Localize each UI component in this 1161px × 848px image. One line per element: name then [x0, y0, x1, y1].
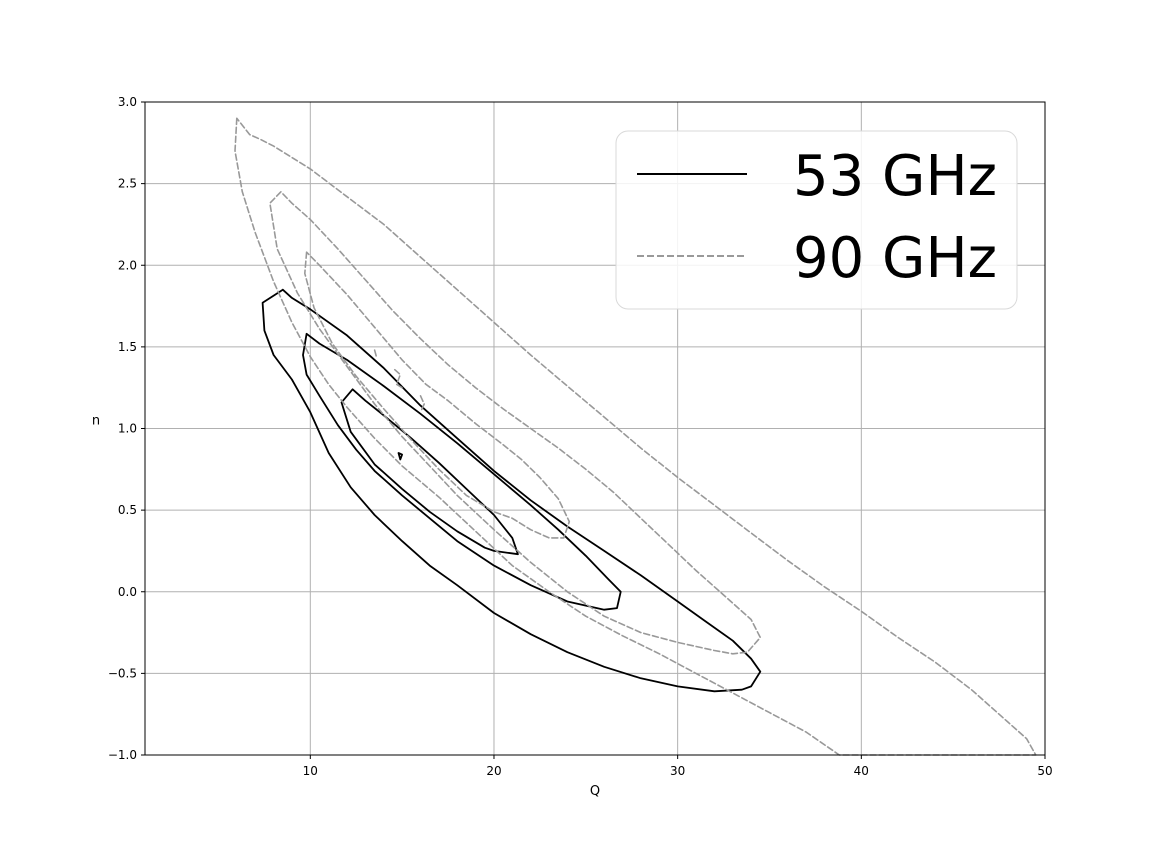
- legend-label-53ghz: 53 GHz: [793, 144, 997, 209]
- y-tick-label: 1.5: [118, 340, 137, 354]
- contour-53ghz-3: [397, 452, 403, 461]
- contour-53ghz-2: [340, 388, 519, 556]
- x-tick-label: 20: [486, 764, 501, 778]
- y-axis-label: n: [92, 414, 100, 429]
- x-tick-label: 50: [1037, 764, 1052, 778]
- legend-box: [615, 130, 1018, 310]
- y-tick-label: 0.0: [118, 585, 137, 599]
- x-tick-label: 30: [670, 764, 685, 778]
- contour-90ghz-0: [234, 117, 1037, 756]
- y-tick-label: 3.0: [118, 95, 137, 109]
- x-tick-label: 10: [303, 764, 318, 778]
- axis-ticks: 10 20 30 40 50 3.0 2.5 2.0 1.5 1.0 0.5 0.0 −0.5 −1.0: [108, 95, 1053, 778]
- contour-90ghz-1: [269, 191, 762, 655]
- y-tick-label: 2.5: [118, 177, 137, 191]
- contour-90ghz-2: [304, 251, 571, 539]
- y-tick-label: −0.5: [108, 666, 137, 680]
- contour-lines: [234, 117, 1037, 756]
- legend-label-90ghz: 90 GHz: [793, 226, 997, 291]
- y-tick-label: 1.0: [118, 422, 137, 436]
- contour-90ghz-4: [394, 368, 403, 389]
- contour-90ghz-5: [419, 395, 425, 413]
- x-axis-label: Q: [590, 784, 600, 799]
- contour-53ghz-1: [302, 332, 622, 611]
- contour-90ghz-3: [373, 349, 378, 358]
- y-tick-label: 2.0: [118, 258, 137, 272]
- x-tick-label: 40: [854, 764, 869, 778]
- y-tick-label: −1.0: [108, 748, 137, 762]
- y-tick-label: 0.5: [118, 503, 137, 517]
- legend: 53 GHz 90 GHz: [615, 130, 1018, 310]
